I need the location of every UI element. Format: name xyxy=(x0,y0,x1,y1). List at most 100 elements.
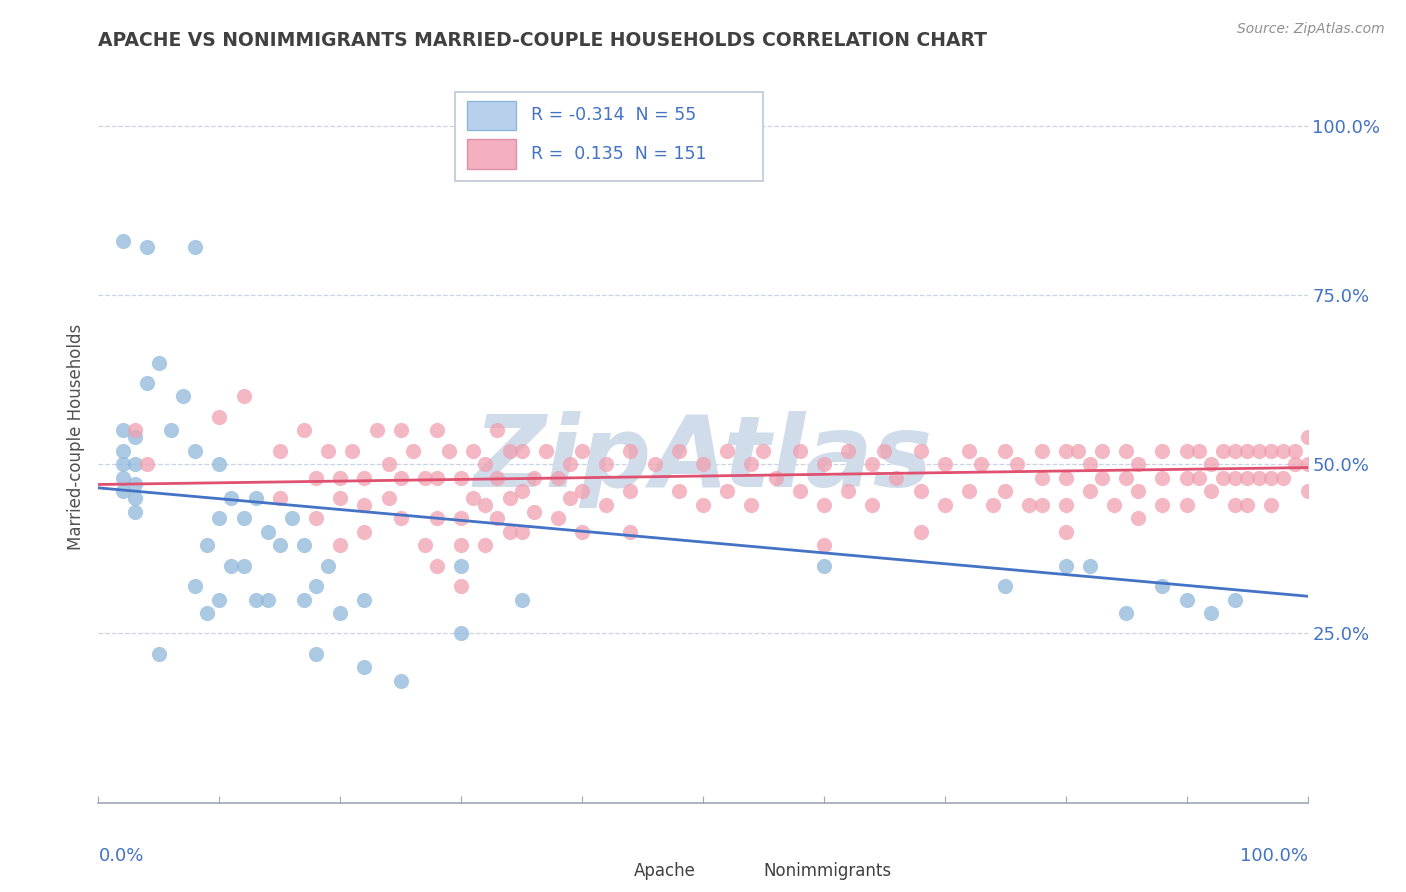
Point xyxy=(789,443,811,458)
Point xyxy=(208,592,231,607)
Point xyxy=(558,457,581,471)
Point xyxy=(547,471,569,485)
Text: R = -0.314  N = 55: R = -0.314 N = 55 xyxy=(531,106,696,124)
Point xyxy=(813,457,835,471)
Point xyxy=(1296,430,1319,444)
Point xyxy=(124,423,146,437)
Point xyxy=(1115,471,1137,485)
Point xyxy=(305,471,328,485)
Point xyxy=(1272,471,1295,485)
Point xyxy=(353,660,375,674)
Point xyxy=(534,443,557,458)
Point xyxy=(316,443,339,458)
Point xyxy=(389,471,412,485)
Point xyxy=(571,524,593,539)
Point xyxy=(1260,443,1282,458)
Point xyxy=(1249,471,1271,485)
Point xyxy=(353,498,375,512)
Point xyxy=(329,606,352,620)
Point xyxy=(450,471,472,485)
Point xyxy=(498,524,520,539)
Text: Apache: Apache xyxy=(634,862,696,880)
Point xyxy=(232,389,254,403)
Point xyxy=(269,443,291,458)
Point xyxy=(402,443,425,458)
Point xyxy=(1054,558,1077,573)
Point xyxy=(305,579,328,593)
Point xyxy=(957,443,980,458)
Point xyxy=(1054,498,1077,512)
Point xyxy=(510,524,533,539)
Point xyxy=(1128,457,1150,471)
Point xyxy=(389,673,412,688)
Point xyxy=(1223,498,1246,512)
Text: Source: ZipAtlas.com: Source: ZipAtlas.com xyxy=(1237,22,1385,37)
Point xyxy=(292,592,315,607)
Point xyxy=(124,457,146,471)
Point xyxy=(377,491,399,505)
Point xyxy=(1199,484,1222,499)
Point xyxy=(571,484,593,499)
Point xyxy=(184,240,207,254)
Point xyxy=(474,498,496,512)
Point xyxy=(342,443,364,458)
Point xyxy=(111,484,134,499)
Point xyxy=(668,443,690,458)
Point xyxy=(1152,443,1174,458)
Point xyxy=(873,443,896,458)
Point xyxy=(221,558,243,573)
Point xyxy=(1007,457,1029,471)
Point xyxy=(692,457,714,471)
Point xyxy=(463,491,485,505)
Point xyxy=(1128,511,1150,525)
Point xyxy=(837,484,859,499)
Point xyxy=(740,457,762,471)
Point xyxy=(232,511,254,525)
Point xyxy=(124,505,146,519)
Point xyxy=(426,471,449,485)
Text: Nonimmigrants: Nonimmigrants xyxy=(763,862,891,880)
Y-axis label: Married-couple Households: Married-couple Households xyxy=(66,324,84,550)
Text: ZipAtlas: ZipAtlas xyxy=(474,410,932,508)
Point xyxy=(208,409,231,424)
Point xyxy=(124,477,146,491)
Text: R =  0.135  N = 151: R = 0.135 N = 151 xyxy=(531,145,707,163)
Point xyxy=(172,389,194,403)
Point xyxy=(644,457,666,471)
Point xyxy=(1223,592,1246,607)
Point xyxy=(1152,498,1174,512)
Point xyxy=(619,484,641,499)
Text: 0.0%: 0.0% xyxy=(98,847,143,864)
Point xyxy=(305,647,328,661)
Point xyxy=(135,240,157,254)
Point xyxy=(595,457,617,471)
Point xyxy=(1175,443,1198,458)
Point xyxy=(1260,498,1282,512)
Point xyxy=(135,457,157,471)
Point xyxy=(160,423,183,437)
Point xyxy=(245,592,267,607)
Point xyxy=(208,457,231,471)
Point xyxy=(789,484,811,499)
FancyBboxPatch shape xyxy=(467,101,516,130)
Point xyxy=(221,491,243,505)
Point xyxy=(571,443,593,458)
Point xyxy=(619,443,641,458)
Point xyxy=(1078,457,1101,471)
Point xyxy=(389,511,412,525)
FancyBboxPatch shape xyxy=(467,139,516,169)
Point xyxy=(813,498,835,512)
Point xyxy=(413,471,436,485)
Point xyxy=(1175,498,1198,512)
Point xyxy=(1115,606,1137,620)
Point xyxy=(1067,443,1090,458)
Point xyxy=(474,457,496,471)
Point xyxy=(281,511,304,525)
Point xyxy=(510,484,533,499)
Point xyxy=(1091,443,1114,458)
Point xyxy=(1078,558,1101,573)
Point xyxy=(366,423,388,437)
Point xyxy=(329,538,352,552)
Point xyxy=(486,471,509,485)
Point xyxy=(111,234,134,248)
